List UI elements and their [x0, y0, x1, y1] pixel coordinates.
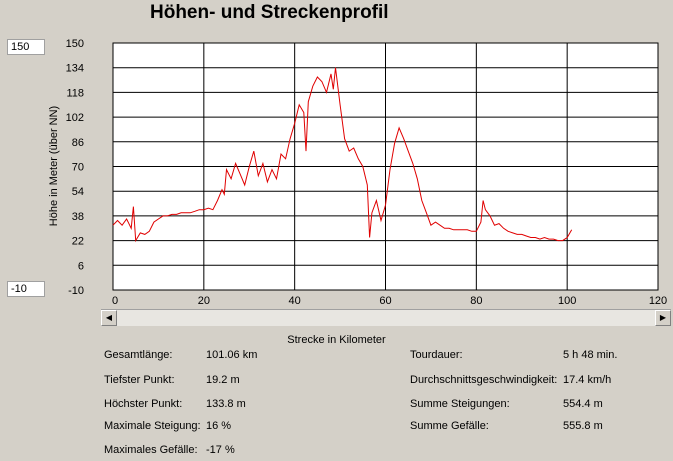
y-axis-title: Höhe in Meter (über NN): [48, 106, 60, 226]
x-tick-label: 40: [289, 295, 301, 307]
arrow-left-icon[interactable]: ◀: [101, 310, 117, 326]
y-tick-label: 54: [72, 186, 84, 198]
stat-label-tour-duration: Tourdauer:: [410, 349, 463, 361]
stat-label-max-decline: Maximales Gefälle:: [104, 444, 198, 456]
x-tick-label: 120: [649, 295, 667, 307]
y-tick-label: 118: [66, 87, 84, 99]
stat-value-max-incline: 16 %: [206, 420, 232, 432]
elevation-line: [112, 67, 573, 243]
stat-label-total-length: Gesamtlänge:: [104, 349, 173, 361]
x-axis-title: Strecke in Kilometer: [287, 334, 386, 346]
y-tick-label: 150: [66, 38, 84, 50]
stat-value-total-ascent: 554.4 m: [563, 398, 603, 410]
min-height-input[interactable]: -10: [7, 281, 45, 297]
y-tick-label: 38: [72, 211, 84, 223]
y-tick-label: 102: [66, 112, 84, 124]
stat-value-avg-speed: 17.4 km/h: [563, 374, 612, 386]
horizontal-scrollbar[interactable]: ◀ ▶: [101, 309, 671, 326]
y-tick-label: 6: [78, 260, 84, 272]
y-tick-label: -10: [68, 285, 84, 297]
x-tick-labels: 0 20 40 60 80 100 120: [112, 295, 667, 307]
stat-label-highest-point: Höchster Punkt:: [104, 398, 183, 410]
x-tick-label: 100: [558, 295, 576, 307]
y-tick-label: 70: [72, 162, 84, 174]
x-tick-label: 80: [470, 295, 482, 307]
grid-lines: [113, 43, 658, 290]
arrow-right-icon[interactable]: ▶: [655, 310, 671, 326]
stat-value-total-descent: 555.8 m: [563, 420, 603, 432]
y-tick-labels: 150 134 118 102 86 70 54 38 22 6 -10: [66, 38, 84, 297]
max-height-input[interactable]: 150: [7, 39, 45, 55]
stat-label-lowest-point: Tiefster Punkt:: [104, 374, 175, 386]
stat-value-highest-point: 133.8 m: [206, 398, 246, 410]
y-tick-label: 22: [72, 236, 84, 248]
y-tick-label: 134: [66, 63, 84, 75]
stat-label-total-descent: Summe Gefälle:: [410, 420, 489, 432]
x-tick-label: 60: [379, 295, 391, 307]
stat-value-lowest-point: 19.2 m: [206, 374, 240, 386]
stat-value-total-length: 101.06 km: [206, 349, 258, 361]
y-tick-label: 86: [72, 137, 84, 149]
x-tick-label: 0: [112, 295, 118, 307]
stat-label-total-ascent: Summe Steigungen:: [410, 398, 510, 410]
stat-label-max-incline: Maximale Steigung:: [104, 420, 201, 432]
x-tick-label: 20: [198, 295, 210, 307]
stat-value-max-decline: -17 %: [206, 444, 235, 456]
page-title: Höhen- und Streckenprofil: [150, 2, 389, 23]
stat-value-tour-duration: 5 h 48 min.: [563, 349, 618, 361]
stat-label-avg-speed: Durchschnittsgeschwindigkeit:: [410, 374, 558, 386]
